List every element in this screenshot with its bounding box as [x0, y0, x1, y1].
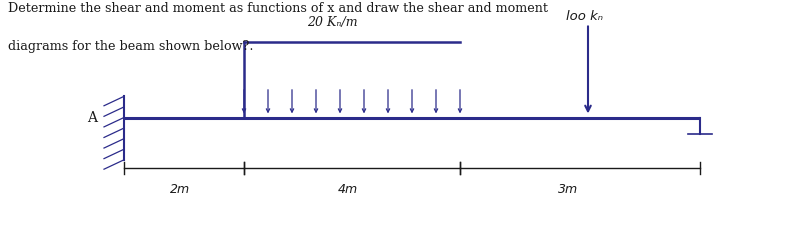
- Text: 20 Kₙ/m: 20 Kₙ/m: [306, 16, 358, 29]
- Text: diagrams for the beam shown below?.: diagrams for the beam shown below?.: [8, 40, 254, 53]
- Text: loo kₙ: loo kₙ: [566, 11, 602, 24]
- Text: 3m: 3m: [558, 183, 578, 196]
- Text: A: A: [87, 110, 97, 125]
- Text: Determine the shear and moment as functions of x and draw the shear and moment: Determine the shear and moment as functi…: [8, 2, 548, 15]
- Text: 2m: 2m: [170, 183, 190, 196]
- Text: 4m: 4m: [338, 183, 358, 196]
